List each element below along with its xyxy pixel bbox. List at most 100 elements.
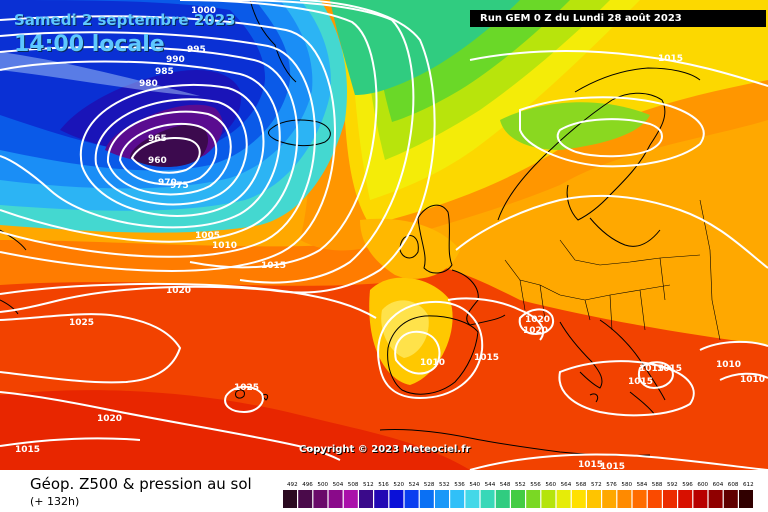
scale-swatch bbox=[708, 490, 723, 508]
isobar-960 bbox=[130, 137, 201, 174]
isobar-995 bbox=[0, 31, 316, 258]
scale-swatch bbox=[587, 490, 601, 508]
isobar-1010-far-east bbox=[719, 372, 768, 381]
scale-swatch bbox=[435, 490, 449, 508]
italy bbox=[559, 321, 603, 403]
model-run-banner: Run GEM 0 Z du Lundi 28 août 2023 bbox=[470, 10, 766, 27]
scale-tick-label: 588 bbox=[652, 482, 663, 488]
isobar-1005 bbox=[179, 0, 378, 269]
isobar-label: 965 bbox=[148, 134, 167, 144]
isobar-1015-balkan bbox=[638, 361, 674, 390]
isobar-1015-africa bbox=[469, 453, 768, 470]
isobar-980 bbox=[79, 83, 265, 217]
chart-title: Géop. Z500 & pression au sol bbox=[30, 475, 252, 493]
scale-swatch bbox=[693, 490, 708, 508]
scale-swatch bbox=[526, 490, 541, 508]
newfoundland bbox=[0, 229, 27, 315]
scale-tick-label: 508 bbox=[348, 482, 359, 488]
z500-field bbox=[0, 0, 768, 470]
scale-tick-label: 492 bbox=[287, 482, 298, 488]
isobar-label: 960 bbox=[148, 156, 167, 166]
isobar-label: 985 bbox=[155, 67, 174, 77]
isobar-label: 1015 bbox=[657, 364, 682, 374]
scale-tick-label: 544 bbox=[485, 482, 496, 488]
isobar-1010-east bbox=[699, 340, 768, 351]
scale-swatch bbox=[647, 490, 662, 508]
isobar-label: 1015 bbox=[578, 460, 603, 470]
isobar-labels: 1000 995 990 985 980 965 960 970 975 100… bbox=[15, 6, 765, 470]
isobar-990 bbox=[0, 45, 299, 243]
scale-tick-label: 532 bbox=[439, 482, 450, 488]
isobar-label: 1015 bbox=[639, 364, 664, 374]
scale-swatch bbox=[465, 490, 480, 508]
isobar-label: 1020 bbox=[97, 414, 122, 424]
scale-tick-label: 536 bbox=[454, 482, 465, 488]
scale-swatch bbox=[450, 490, 465, 508]
isobar-label: 1015 bbox=[600, 462, 625, 470]
scale-tick-label: 596 bbox=[682, 482, 693, 488]
scale-tick-label: 576 bbox=[606, 482, 617, 488]
isobar-label: 1015 bbox=[658, 54, 683, 64]
scale-tick-label: 512 bbox=[363, 482, 374, 488]
balkans bbox=[599, 319, 666, 416]
isobar-1015-west bbox=[0, 0, 436, 313]
scale-swatch bbox=[602, 490, 617, 508]
isobar-label: 1005 bbox=[195, 231, 220, 241]
isobar-label: 1020 bbox=[523, 326, 548, 336]
isobar-label: 1025 bbox=[234, 383, 259, 393]
isobar-label: 1010 bbox=[716, 360, 741, 370]
scale-tick-label: 568 bbox=[576, 482, 587, 488]
isobar-label: 1000 bbox=[191, 6, 216, 16]
scale-tick-label: 524 bbox=[409, 482, 420, 488]
legend-footer: Géop. Z500 & pression au sol (+ 132h) 49… bbox=[0, 470, 768, 512]
isobar-label: 1010 bbox=[420, 358, 445, 368]
scale-tick-label: 560 bbox=[545, 482, 556, 488]
forecast-range: (+ 132h) bbox=[30, 495, 80, 508]
isobar-1020-west bbox=[0, 282, 377, 319]
forecast-date: Samedi 2 septembre 2023 bbox=[14, 11, 236, 29]
isobar-1025-west bbox=[0, 313, 182, 384]
isobar-985 bbox=[0, 60, 281, 229]
isobar-label: 1015 bbox=[474, 353, 499, 363]
copyright-notice: Copyright © 2023 Meteociel.fr bbox=[299, 444, 471, 455]
scale-swatch bbox=[404, 490, 419, 508]
scale-swatch bbox=[283, 490, 297, 508]
baltic bbox=[589, 217, 661, 247]
scale-tick-label: 548 bbox=[500, 482, 511, 488]
scale-swatch bbox=[541, 490, 556, 508]
isobar-1000 bbox=[0, 15, 336, 272]
scale-swatch bbox=[328, 490, 343, 508]
scale-tick-label: 584 bbox=[637, 482, 648, 488]
british-isles bbox=[399, 204, 453, 274]
isobar-label: 1020 bbox=[166, 286, 191, 296]
isobar-1010-iberia bbox=[394, 330, 441, 375]
isobar-label: 1025 bbox=[69, 318, 94, 328]
scale-tick-label: 552 bbox=[515, 482, 526, 488]
isobar-1015-scand bbox=[519, 96, 705, 168]
scale-swatch bbox=[419, 490, 434, 508]
field-green-scand bbox=[500, 102, 650, 150]
scale-swatch bbox=[739, 490, 753, 508]
isobar-label: 1010 bbox=[212, 241, 237, 251]
isobar-1015-south bbox=[0, 437, 141, 447]
isobar-1015-iberia bbox=[377, 300, 484, 400]
forecast-map: 1000 995 990 985 980 965 960 970 975 100… bbox=[0, 0, 768, 470]
scale-swatch bbox=[678, 490, 693, 508]
scale-swatch bbox=[343, 490, 358, 508]
isobar-label: 1010 bbox=[740, 375, 765, 385]
scale-tick-label: 608 bbox=[728, 482, 739, 488]
field-iberia-light bbox=[381, 300, 429, 358]
isobar-1020-france bbox=[447, 297, 545, 341]
scale-swatch bbox=[313, 490, 328, 508]
europe-borders bbox=[504, 199, 721, 341]
scale-swatch bbox=[511, 490, 525, 508]
iceland-coast bbox=[268, 119, 331, 147]
isobar-1020-south bbox=[0, 391, 341, 461]
iberia-coast bbox=[387, 315, 479, 395]
isobar-label: 970 bbox=[158, 178, 177, 188]
scale-swatch bbox=[632, 490, 647, 508]
isobar-label: 1015 bbox=[15, 445, 40, 455]
scale-swatch bbox=[617, 490, 632, 508]
isobars bbox=[0, 0, 768, 470]
isobar-1015-north bbox=[469, 50, 768, 87]
